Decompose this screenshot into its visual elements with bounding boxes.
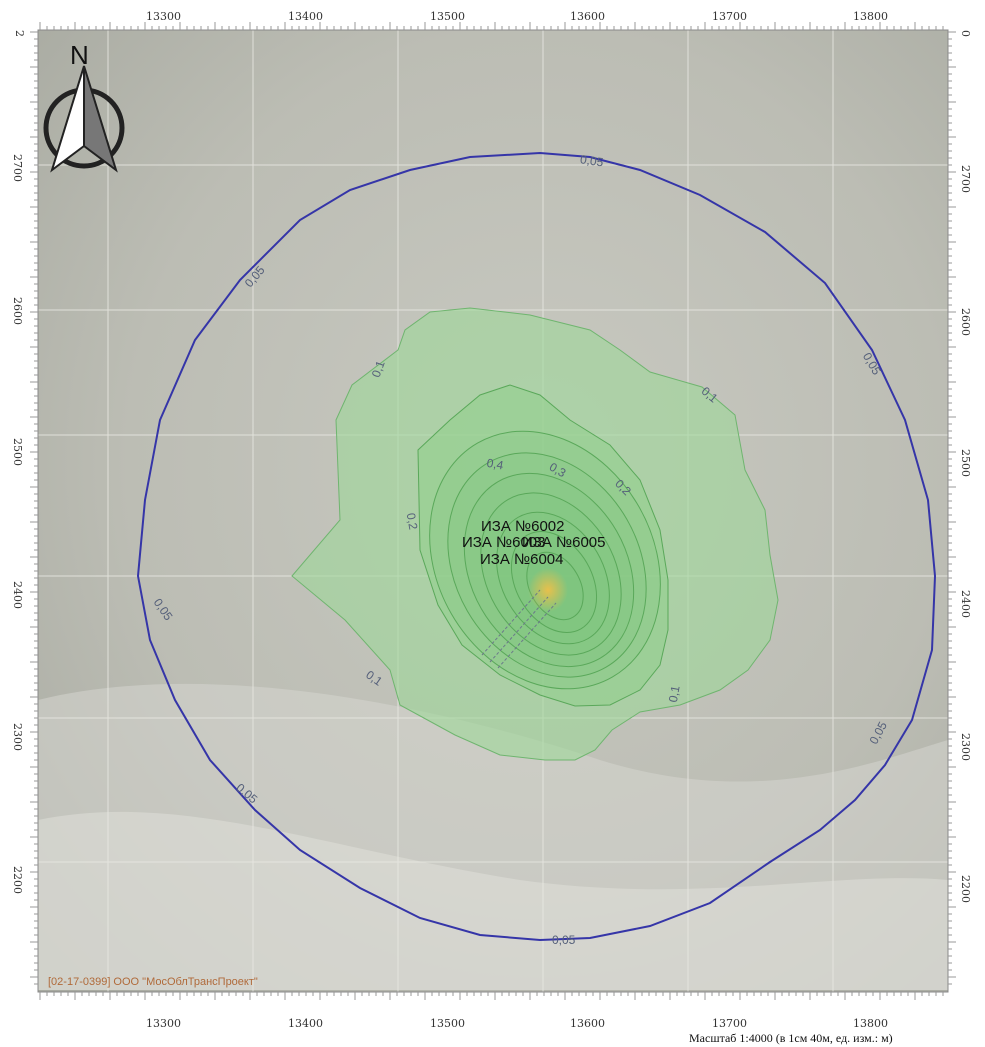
contour-label-005-top: 0,05 [579, 152, 604, 169]
north-arrow-icon: N [43, 40, 125, 173]
contour-label-02-left: 0,2 [404, 512, 421, 531]
x-tick-bottom-2: 13400 [288, 1017, 323, 1030]
y-tick-left-2: 2700 [11, 154, 24, 182]
source-label-6003: ИЗА №6003 [462, 534, 545, 551]
x-tick-top-3: 13500 [430, 10, 465, 23]
inner-contours [429, 430, 661, 690]
contour-label-01-lower-right: 0,1 [666, 684, 683, 703]
contour-label-04: 0,4 [486, 456, 505, 473]
x-tick-bottom-3: 13500 [430, 1017, 465, 1030]
x-tick-bottom-1: 13300 [146, 1017, 181, 1030]
x-tick-bottom-6: 13800 [853, 1017, 888, 1030]
contour-label-005-bottom: 0,05 [552, 933, 576, 947]
x-axis-bottom: 13300 13400 13500 13600 13700 13800 [146, 1017, 888, 1030]
x-tick-top-6: 13800 [853, 10, 888, 23]
cloud-band-2 [38, 811, 948, 990]
x-tick-top-4: 13600 [570, 10, 605, 23]
x-tick-top-2: 13400 [288, 10, 323, 23]
y-tick-left-5: 2400 [11, 581, 24, 609]
source-label-6002: ИЗА №6002 [481, 518, 564, 535]
y-axis-left: 2 2700 2600 2500 2400 2300 2200 [11, 30, 26, 894]
north-label: N [70, 40, 89, 70]
source-label-6005: ИЗА №6005 [522, 534, 605, 551]
y-tick-right-1: 0 [959, 30, 972, 37]
y-tick-left-1: 2 [13, 30, 26, 37]
y-tick-right-7: 2200 [959, 875, 972, 903]
tick-marks [30, 22, 956, 1000]
scale-label: Масштаб 1:4000 (в 1см 40м, ед. изм.: м) [689, 1031, 893, 1045]
frame [37, 29, 949, 993]
source-label-6004: ИЗА №6004 [480, 551, 563, 568]
x-tick-top-5: 13700 [712, 10, 747, 23]
y-tick-right-3: 2600 [959, 308, 972, 336]
dense-label-cluster [481, 589, 557, 669]
copyright-label: [02-17-0399] ООО "МосОблТрансПроект" [48, 976, 258, 988]
y-axis-right: 0 2700 2600 2500 2400 2300 2200 [959, 30, 972, 903]
contour-005 [136, 151, 937, 942]
y-tick-right-6: 2300 [959, 733, 972, 761]
y-tick-right-4: 2500 [959, 449, 972, 477]
y-tick-right-2: 2700 [959, 165, 972, 193]
x-tick-bottom-5: 13700 [712, 1017, 747, 1030]
contour-label-01-upper-left: 0,1 [369, 358, 388, 379]
x-axis-top: 13300 13400 13500 13600 13700 13800 [146, 10, 888, 23]
hotspot [528, 568, 568, 612]
y-tick-left-3: 2600 [11, 297, 24, 325]
y-tick-left-4: 2500 [11, 438, 24, 466]
x-tick-bottom-4: 13600 [570, 1017, 605, 1030]
x-tick-top-1: 13300 [146, 10, 181, 23]
y-tick-right-5: 2400 [959, 590, 972, 618]
y-tick-left-7: 2200 [11, 866, 24, 894]
y-tick-left-6: 2300 [11, 723, 24, 751]
